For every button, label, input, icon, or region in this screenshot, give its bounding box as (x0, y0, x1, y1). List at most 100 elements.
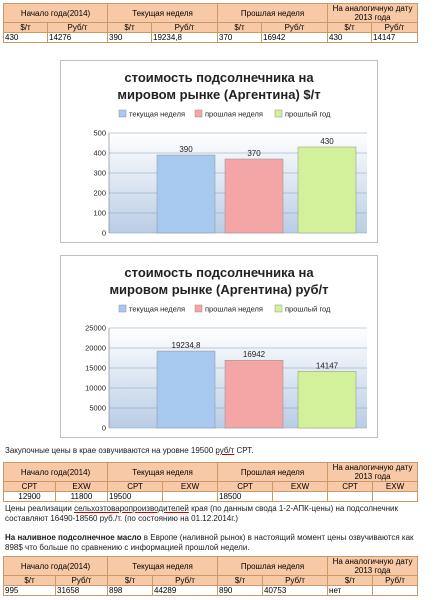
bar (224, 359, 284, 429)
data-label: 430 (320, 137, 334, 146)
col-header-current-week: Текущая неделя (107, 3, 219, 23)
value-cell: 898 (107, 585, 154, 596)
y-tick-label: 400 (93, 149, 106, 158)
value-cell: 16942 (261, 32, 329, 43)
chart-title-line2: мировом рынке (Аргентина) $/т (117, 87, 321, 102)
value-cell: 390 (107, 32, 153, 43)
value-cell: 14147 (371, 32, 419, 43)
value-cell: 890 (217, 585, 264, 596)
unit-cell: Руб/т (46, 22, 109, 33)
data-label: 390 (179, 145, 193, 154)
col-header-same-date-2013: На аналогичную дату 2013 года (327, 556, 419, 576)
bar (156, 350, 216, 429)
value-cell (272, 491, 329, 502)
col-header-year-start: Начало года(2014) (2, 3, 109, 23)
legend-swatch (118, 109, 127, 118)
col-header-same-date-2013: На аналогичную дату 2013 года (327, 462, 419, 482)
col-header-previous-week: Прошлая неделя (217, 462, 329, 482)
chart-rub-plot: текущая неделя прошлая неделя прошлый год … (85, 304, 367, 433)
value-cell (327, 491, 374, 502)
value-cell: нет (327, 585, 374, 596)
value-cell: 19234,8 (151, 32, 219, 43)
y-tick-label: 0 (102, 424, 106, 433)
y-tick-label: 15000 (85, 364, 106, 373)
unit-cell: Руб/т (371, 22, 419, 33)
unit-cell: Руб/т (262, 575, 329, 586)
data-label: 14147 (316, 361, 339, 370)
chart-usd: стоимость подсолнечника на мировом рынке… (60, 60, 378, 243)
bar (297, 371, 357, 429)
value-cell: 370 (217, 32, 263, 43)
value-cell: 11800 (54, 491, 109, 502)
realization-price-note: Цены реализации сельхозтоваропроизводите… (5, 504, 425, 524)
note-bold: На наливное подсолнечное масло (5, 533, 142, 542)
unit-cell: СРТ (3, 481, 56, 492)
legend-label: текущая неделя (129, 110, 185, 119)
legend-label: прошлая неделя (205, 110, 263, 119)
value-cell: 40753 (262, 585, 329, 596)
value-cell (372, 585, 419, 596)
price-table-local: Начало года(2014) Текущая неделя Прошлая… (2, 462, 419, 502)
value-cell: 995 (3, 585, 56, 596)
chart-title-line2: мировом рынке (Аргентина) руб/т (109, 282, 329, 297)
note-text: в Европе (наливной рынок) в настоящий мо… (5, 533, 414, 552)
y-tick-label: 5000 (89, 404, 106, 413)
legend-swatch (194, 109, 203, 118)
y-tick-label: 100 (93, 209, 106, 218)
bar (297, 146, 357, 234)
unit-cell: Руб/т (152, 575, 219, 586)
col-header-same-date-2013: На аналогичную дату 2013 года (327, 3, 419, 23)
value-cell: 430 (3, 32, 48, 43)
oil-price-note: На наливное подсолнечное масло в Европе … (5, 533, 425, 553)
data-label: 16942 (243, 350, 266, 359)
note-text-end: края (по данным свода 1-2-АПК-цены) на п… (5, 504, 399, 523)
price-table-oil: Начало года(2014) Текущая неделя Прошлая… (2, 556, 419, 596)
bar (224, 158, 284, 234)
unit-cell: EXW (162, 481, 219, 492)
unit-cell: $/т (327, 22, 373, 33)
value-cell: 19500 (107, 491, 164, 502)
unit-cell: $/т (107, 22, 153, 33)
y-tick-label: 500 (93, 129, 106, 138)
value-cell: 44289 (152, 585, 219, 596)
unit-cell: Руб/т (151, 22, 219, 33)
value-cell: 31658 (54, 585, 109, 596)
unit-cell: $/т (3, 575, 56, 586)
unit-cell: EXW (272, 481, 329, 492)
legend-label: прошлый год (285, 110, 331, 119)
legend-label: текущая неделя (129, 305, 185, 314)
purchase-price-note: Закупочные цены в крае озвучиваются на у… (5, 446, 425, 456)
col-header-previous-week: Прошлая неделя (217, 556, 329, 576)
legend-label: прошлая неделя (205, 305, 263, 314)
unit-cell: Руб/т (54, 575, 109, 586)
chart-title-line1: стоимость подсолнечника на (124, 265, 314, 280)
note-text: Закупочные цены в крае озвучиваются на у… (5, 446, 216, 455)
unit-cell: СРТ (107, 481, 164, 492)
unit-cell: $/т (217, 22, 263, 33)
col-header-year-start: Начало года(2014) (2, 556, 109, 576)
note-link: сельхозтоваропроизводителей (74, 504, 189, 513)
unit-cell: EXW (372, 481, 419, 492)
value-cell (372, 491, 419, 502)
y-tick-label: 0 (102, 229, 106, 238)
chart-rub: стоимость подсолнечника на мировом рынке… (60, 255, 378, 438)
legend-swatch (274, 304, 283, 313)
unit-cell: $/т (327, 575, 374, 586)
legend-label: прошлый год (285, 305, 331, 314)
note-text: Цены реализации (5, 504, 75, 513)
data-label: 19234,8 (172, 341, 201, 350)
value-cell: 14276 (46, 32, 109, 43)
y-tick-label: 10000 (85, 384, 106, 393)
value-cell: 12900 (3, 491, 56, 502)
value-cell: 430 (327, 32, 373, 43)
unit-cell: Руб/т (372, 575, 419, 586)
unit-cell: $/т (3, 22, 48, 33)
unit-cell: $/т (217, 575, 264, 586)
col-header-current-week: Текущая неделя (107, 556, 219, 576)
y-tick-label: 300 (93, 169, 106, 178)
chart-title-line1: стоимость подсолнечника на (124, 70, 314, 85)
unit-cell: СРТ (327, 481, 374, 492)
note-unit: руб/т (215, 446, 235, 455)
legend-swatch (274, 109, 283, 118)
y-tick-label: 200 (93, 189, 106, 198)
